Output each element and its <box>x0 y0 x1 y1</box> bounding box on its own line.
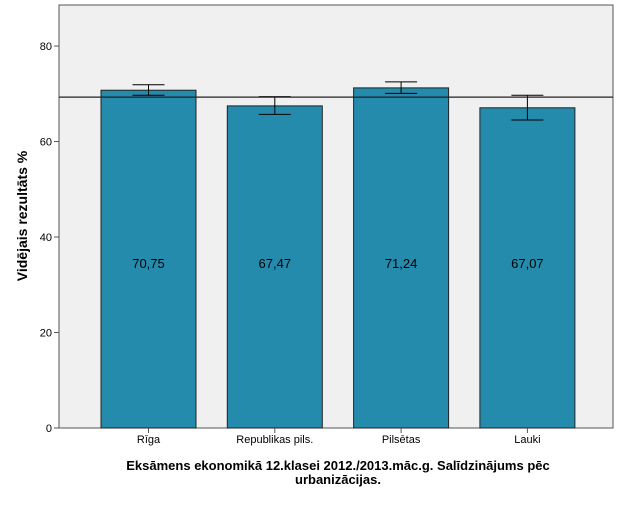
bar <box>226 105 323 429</box>
y-tick-label: 20 <box>40 328 52 340</box>
data-label: 70,75 <box>132 256 165 271</box>
bar <box>100 89 197 429</box>
y-axis-label: Vidējais rezultāts % <box>14 150 30 281</box>
y-tick-label: 0 <box>46 423 52 435</box>
x-tick-label: Pilsētas <box>382 434 421 446</box>
data-label: 67,07 <box>511 256 544 271</box>
x-tick-label: Rīga <box>137 434 161 446</box>
y-tick-label: 40 <box>40 232 52 244</box>
x-tick-label: Republikas pils. <box>236 434 313 446</box>
data-label: 67,47 <box>259 256 292 271</box>
chart-title-line-1: Eksāmens ekonomikā 12.klasei 2012./2013.… <box>126 458 549 473</box>
chart-title-line-2: urbanizācijas. <box>295 472 381 487</box>
x-tick-label: Lauki <box>514 434 540 446</box>
data-label: 71,24 <box>385 256 418 271</box>
y-tick-label: 80 <box>40 41 52 53</box>
y-tick-label: 60 <box>40 137 52 149</box>
